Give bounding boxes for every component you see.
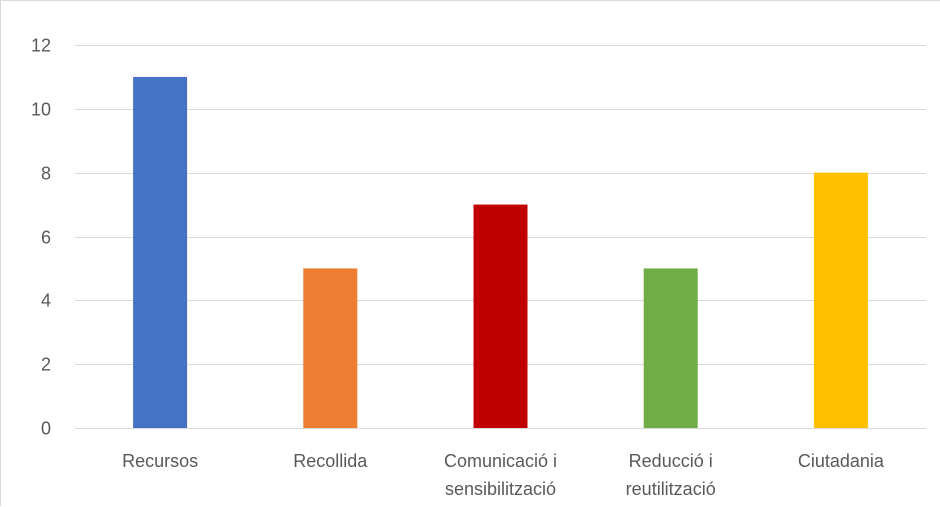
y-tick-label-12: 12 bbox=[31, 36, 51, 56]
bars bbox=[133, 76, 868, 429]
y-tick-label-10: 10 bbox=[31, 100, 51, 120]
bar-4 bbox=[813, 172, 868, 428]
y-tick-label-4: 4 bbox=[41, 291, 51, 311]
x-tick-label-1: Recollida bbox=[293, 451, 368, 471]
bar-1 bbox=[303, 268, 358, 428]
x-tick-label-3: Reducció i reutilització bbox=[626, 451, 716, 499]
y-tick-label-2: 2 bbox=[41, 355, 51, 375]
y-tick-label-0: 0 bbox=[41, 419, 51, 439]
x-tick-label-0: Recursos bbox=[122, 451, 198, 471]
x-tick-label-4: Ciutadania bbox=[798, 451, 885, 471]
bar-2 bbox=[473, 204, 528, 428]
y-tick-label-8: 8 bbox=[41, 164, 51, 184]
x-tick-label-2: Comunicació i sensibilització bbox=[444, 451, 557, 499]
bar-3 bbox=[643, 268, 698, 428]
x-axis-labels: Recursos Recollida Comunicació i sensibilit… bbox=[122, 451, 885, 499]
bar-0 bbox=[133, 76, 188, 429]
y-tick-label-6: 6 bbox=[41, 228, 51, 248]
y-axis-ticks: 0 2 4 6 8 10 12 bbox=[31, 36, 51, 439]
